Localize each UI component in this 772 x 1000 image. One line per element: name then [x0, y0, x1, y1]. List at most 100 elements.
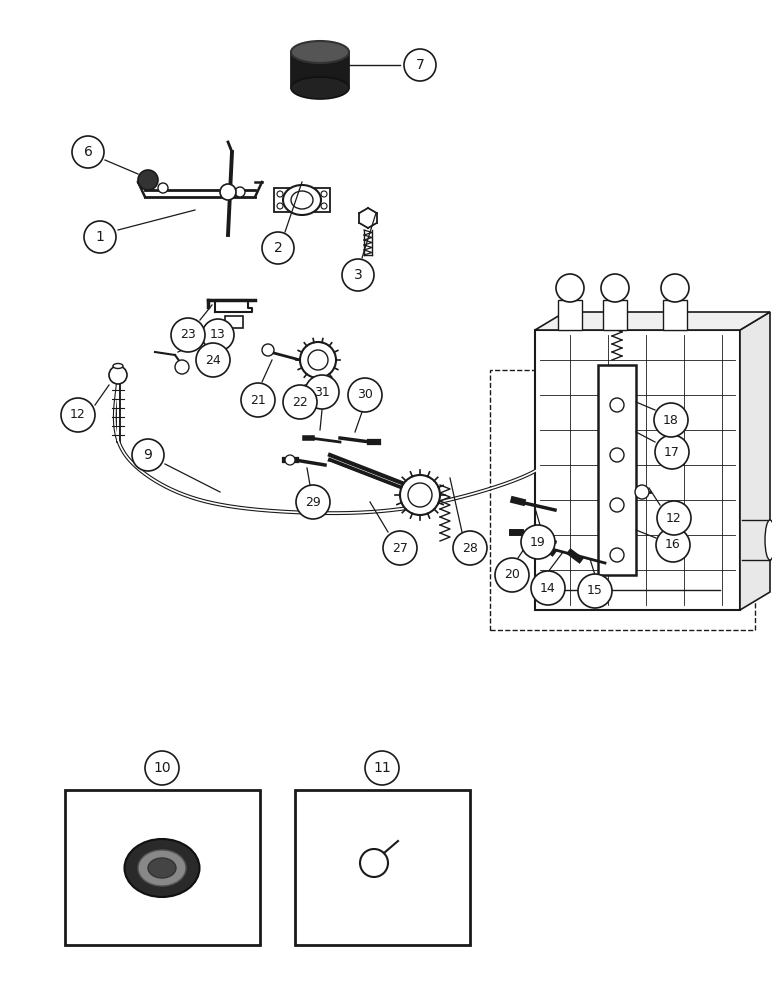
Text: 30: 30 — [357, 388, 373, 401]
Circle shape — [408, 483, 432, 507]
Text: 20: 20 — [504, 568, 520, 582]
Text: 21: 21 — [250, 393, 266, 406]
Circle shape — [132, 439, 164, 471]
Circle shape — [578, 574, 612, 608]
Circle shape — [283, 385, 317, 419]
Text: 18: 18 — [663, 414, 679, 426]
Circle shape — [601, 274, 629, 302]
Bar — [490, 370, 755, 630]
Circle shape — [404, 49, 436, 81]
Text: 15: 15 — [587, 584, 603, 597]
Text: 12: 12 — [666, 512, 682, 524]
Text: 22: 22 — [292, 395, 308, 408]
Circle shape — [262, 344, 274, 356]
Polygon shape — [215, 300, 252, 312]
Circle shape — [61, 398, 95, 432]
Bar — [65, 790, 260, 945]
Circle shape — [495, 558, 529, 592]
Text: 6: 6 — [83, 145, 93, 159]
Circle shape — [321, 191, 327, 197]
Text: 10: 10 — [153, 761, 171, 775]
Text: 27: 27 — [392, 542, 408, 554]
Circle shape — [84, 221, 116, 253]
Circle shape — [171, 318, 205, 352]
Circle shape — [556, 274, 584, 302]
Circle shape — [72, 136, 104, 168]
Text: 28: 28 — [462, 542, 478, 554]
Circle shape — [365, 751, 399, 785]
Circle shape — [220, 184, 236, 200]
Text: 12: 12 — [70, 408, 86, 422]
Text: 17: 17 — [664, 446, 680, 458]
Ellipse shape — [148, 858, 176, 878]
Bar — [663, 300, 687, 330]
Circle shape — [145, 751, 179, 785]
Text: 14: 14 — [540, 582, 556, 594]
Bar — [603, 300, 627, 330]
Circle shape — [277, 203, 283, 209]
Ellipse shape — [291, 41, 349, 63]
Circle shape — [610, 548, 624, 562]
Circle shape — [383, 531, 417, 565]
Text: 13: 13 — [210, 328, 226, 342]
Circle shape — [610, 498, 624, 512]
Circle shape — [300, 342, 336, 378]
Circle shape — [235, 187, 245, 197]
Circle shape — [308, 350, 328, 370]
Text: 19: 19 — [530, 536, 546, 548]
Text: 2: 2 — [273, 241, 283, 255]
Circle shape — [342, 259, 374, 291]
Polygon shape — [535, 312, 770, 330]
Circle shape — [305, 375, 339, 409]
Circle shape — [654, 403, 688, 437]
Circle shape — [109, 366, 127, 384]
Circle shape — [661, 274, 689, 302]
Text: 11: 11 — [373, 761, 391, 775]
Circle shape — [175, 360, 189, 374]
Text: 31: 31 — [314, 385, 330, 398]
Circle shape — [635, 485, 649, 499]
Circle shape — [277, 191, 283, 197]
Polygon shape — [740, 312, 770, 610]
Text: 24: 24 — [205, 354, 221, 366]
Circle shape — [196, 343, 230, 377]
Ellipse shape — [138, 850, 186, 886]
Circle shape — [610, 398, 624, 412]
Bar — [535, 330, 740, 610]
Circle shape — [296, 485, 330, 519]
Circle shape — [655, 435, 689, 469]
Circle shape — [657, 501, 691, 535]
Bar — [274, 188, 330, 212]
Circle shape — [348, 378, 382, 412]
Ellipse shape — [765, 520, 772, 560]
Text: 7: 7 — [415, 58, 425, 72]
Ellipse shape — [291, 191, 313, 209]
Circle shape — [138, 170, 158, 190]
Circle shape — [321, 203, 327, 209]
Circle shape — [158, 183, 168, 193]
Ellipse shape — [113, 363, 123, 368]
Bar — [295, 790, 470, 945]
Bar — [291, 52, 349, 88]
Text: 1: 1 — [96, 230, 104, 244]
Text: 16: 16 — [665, 538, 681, 552]
Text: 9: 9 — [144, 448, 152, 462]
Text: 3: 3 — [354, 268, 362, 282]
Circle shape — [285, 455, 295, 465]
Circle shape — [202, 319, 234, 351]
Ellipse shape — [124, 839, 199, 897]
Ellipse shape — [283, 185, 321, 215]
Bar — [558, 300, 582, 330]
Circle shape — [453, 531, 487, 565]
Ellipse shape — [291, 77, 349, 99]
Bar — [225, 316, 243, 328]
Circle shape — [531, 571, 565, 605]
Text: 23: 23 — [180, 328, 196, 342]
Circle shape — [262, 232, 294, 264]
Circle shape — [610, 448, 624, 462]
Circle shape — [521, 525, 555, 559]
Circle shape — [241, 383, 275, 417]
Circle shape — [400, 475, 440, 515]
Circle shape — [360, 849, 388, 877]
Bar — [598, 365, 636, 575]
